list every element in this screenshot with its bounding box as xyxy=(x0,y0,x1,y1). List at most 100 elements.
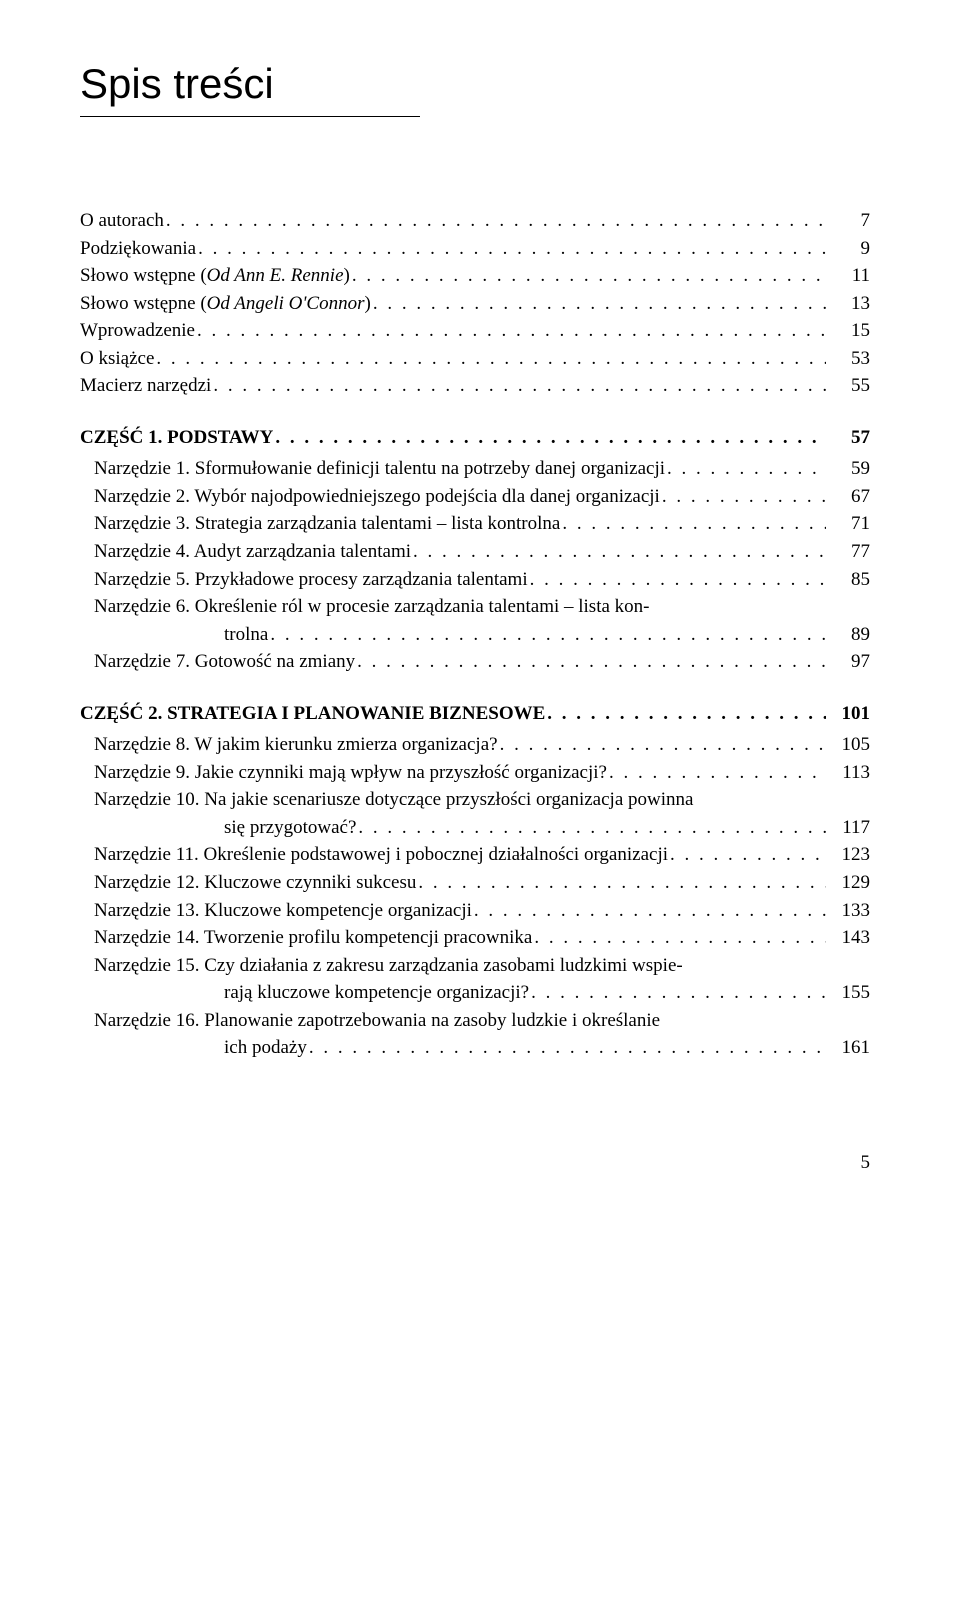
toc-page: 67 xyxy=(826,483,870,511)
toc-entry: Narzędzie 3. Strategia zarządzania talen… xyxy=(80,510,870,538)
title-rule xyxy=(80,116,420,117)
toc-label: O autorach xyxy=(80,207,164,235)
leader-dots xyxy=(560,510,826,538)
leader-dots xyxy=(350,262,826,290)
toc-label: Podziękowania xyxy=(80,235,196,263)
toc-label-line2: się przygotować? xyxy=(224,814,356,842)
leader-dots xyxy=(356,814,826,842)
toc-page: 105 xyxy=(826,731,870,759)
leader-dots xyxy=(195,317,826,345)
toc-label-line1: Narzędzie 15. Czy działania z zakresu za… xyxy=(94,952,870,980)
toc-page: 7 xyxy=(826,207,870,235)
part-page: 101 xyxy=(826,700,870,728)
leader-dots xyxy=(665,455,826,483)
toc-entry: O autorach 7 xyxy=(80,207,870,235)
leader-dots xyxy=(660,483,826,511)
toc-entry: O książce 53 xyxy=(80,345,870,373)
leader-dots xyxy=(528,566,826,594)
toc-page: 143 xyxy=(826,924,870,952)
footer-page-number: 5 xyxy=(80,1152,870,1174)
toc-entry-wrapped: Narzędzie 15. Czy działania z zakresu za… xyxy=(80,952,870,1007)
toc-label: Narzędzie 4. Audyt zarządzania talentami xyxy=(80,538,411,566)
toc-entry: Narzędzie 8. W jakim kierunku zmierza or… xyxy=(80,731,870,759)
toc-page: 55 xyxy=(826,372,870,400)
toc-entry: Słowo wstępne (Od Angeli O'Connor) 13 xyxy=(80,290,870,318)
toc-entry: Słowo wstępne (Od Ann E. Rennie) 11 xyxy=(80,262,870,290)
toc-page: 89 xyxy=(826,621,870,649)
leader-dots xyxy=(268,621,826,649)
leader-dots xyxy=(154,345,826,373)
leader-dots xyxy=(355,648,826,676)
toc-page: 11 xyxy=(826,262,870,290)
leader-dots xyxy=(411,538,826,566)
toc-entry: Narzędzie 5. Przykładowe procesy zarządz… xyxy=(80,566,870,594)
toc-label: Narzędzie 14. Tworzenie profilu kompeten… xyxy=(80,924,532,952)
leader-dots xyxy=(532,924,826,952)
toc-label-line1: Narzędzie 10. Na jakie scenariusze dotyc… xyxy=(94,786,870,814)
toc-entry: Narzędzie 7. Gotowość na zmiany 97 xyxy=(80,648,870,676)
leader-dots xyxy=(371,290,826,318)
toc-entry: Wprowadzenie 15 xyxy=(80,317,870,345)
toc-page: 129 xyxy=(826,869,870,897)
part-label: CZĘŚĆ 1. PODSTAWY xyxy=(80,424,273,452)
toc-entry: Narzędzie 9. Jakie czynniki mają wpływ n… xyxy=(80,759,870,787)
leader-dots xyxy=(545,700,826,728)
toc-label-line2: rają kluczowe kompetencje organizacji? xyxy=(224,979,529,1007)
toc-page: 71 xyxy=(826,510,870,538)
toc-page: 77 xyxy=(826,538,870,566)
toc-page: 9 xyxy=(826,235,870,263)
toc-label: Narzędzie 12. Kluczowe czynniki sukcesu xyxy=(80,869,416,897)
toc-page: 155 xyxy=(826,979,870,1007)
toc-label-line2: ich podaży xyxy=(224,1034,307,1062)
toc-page: 15 xyxy=(826,317,870,345)
toc-label: Wprowadzenie xyxy=(80,317,195,345)
toc-entry: Narzędzie 2. Wybór najodpowiedniejszego … xyxy=(80,483,870,511)
toc-entry: Macierz narzędzi 55 xyxy=(80,372,870,400)
leader-dots xyxy=(416,869,826,897)
toc-label: Narzędzie 3. Strategia zarządzania talen… xyxy=(80,510,560,538)
leader-dots xyxy=(498,731,826,759)
toc-label: Słowo wstępne (Od Angeli O'Connor) xyxy=(80,290,371,318)
toc-page: 123 xyxy=(826,841,870,869)
toc-entry-wrapped: Narzędzie 10. Na jakie scenariusze dotyc… xyxy=(80,786,870,841)
leader-dots xyxy=(472,897,826,925)
toc-label-line1: Narzędzie 6. Określenie ról w procesie z… xyxy=(94,593,870,621)
toc-entry: Narzędzie 12. Kluczowe czynniki sukcesu … xyxy=(80,869,870,897)
toc-label: Narzędzie 11. Określenie podstawowej i p… xyxy=(80,841,668,869)
toc-page: 53 xyxy=(826,345,870,373)
toc-entry: Narzędzie 1. Sformułowanie definicji tal… xyxy=(80,455,870,483)
part-heading: CZĘŚĆ 1. PODSTAWY 57 xyxy=(80,424,870,452)
toc-label: O książce xyxy=(80,345,154,373)
toc-entry: Narzędzie 13. Kluczowe kompetencje organ… xyxy=(80,897,870,925)
leader-dots xyxy=(529,979,826,1007)
toc-page: 59 xyxy=(826,455,870,483)
leader-dots xyxy=(668,841,826,869)
toc-label: Narzędzie 5. Przykładowe procesy zarządz… xyxy=(80,566,528,594)
page-title: Spis treści xyxy=(80,60,870,108)
part2-items: Narzędzie 8. W jakim kierunku zmierza or… xyxy=(80,731,870,1062)
part1-items: Narzędzie 1. Sformułowanie definicji tal… xyxy=(80,455,870,675)
toc-front-block: O autorach 7 Podziękowania 9 Słowo wstęp… xyxy=(80,207,870,400)
toc-entry: Narzędzie 11. Określenie podstawowej i p… xyxy=(80,841,870,869)
leader-dots xyxy=(164,207,826,235)
toc-page: 113 xyxy=(826,759,870,787)
toc-page: 117 xyxy=(826,814,870,842)
toc-label: Narzędzie 2. Wybór najodpowiedniejszego … xyxy=(80,483,660,511)
toc-label: Narzędzie 1. Sformułowanie definicji tal… xyxy=(80,455,665,483)
leader-dots xyxy=(273,424,826,452)
leader-dots xyxy=(211,372,826,400)
toc-entry-wrapped: Narzędzie 16. Planowanie zapotrzebowania… xyxy=(80,1007,870,1062)
toc-entry-wrapped: Narzędzie 6. Określenie ról w procesie z… xyxy=(80,593,870,648)
part-heading: CZĘŚĆ 2. STRATEGIA I PLANOWANIE BIZNESOW… xyxy=(80,700,870,728)
page: Spis treści O autorach 7 Podziękowania 9… xyxy=(0,0,960,1234)
leader-dots xyxy=(307,1034,826,1062)
toc-page: 161 xyxy=(826,1034,870,1062)
toc-label: Narzędzie 7. Gotowość na zmiany xyxy=(80,648,355,676)
toc-entry: Narzędzie 14. Tworzenie profilu kompeten… xyxy=(80,924,870,952)
toc-entry: Podziękowania 9 xyxy=(80,235,870,263)
toc-label-line1: Narzędzie 16. Planowanie zapotrzebowania… xyxy=(94,1007,870,1035)
toc-page: 97 xyxy=(826,648,870,676)
toc-entry: Narzędzie 4. Audyt zarządzania talentami… xyxy=(80,538,870,566)
leader-dots xyxy=(196,235,826,263)
toc-page: 133 xyxy=(826,897,870,925)
